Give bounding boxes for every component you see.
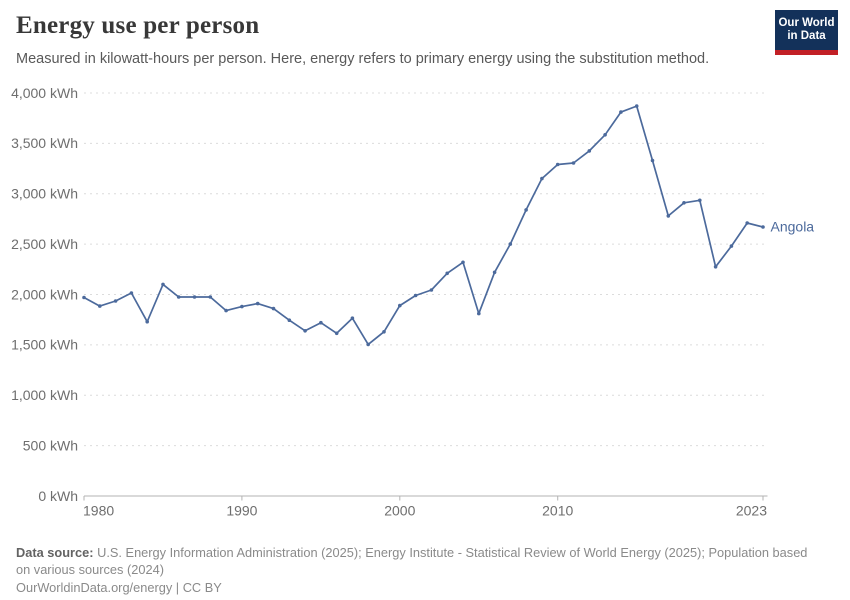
owid-url-link[interactable]: OurWorldinData.org/energy [16,579,173,595]
data-point-2021[interactable] [729,244,734,248]
x-tick-label-2010: 2010 [542,503,573,519]
data-point-2015[interactable] [634,104,639,108]
data-point-2022[interactable] [745,221,749,225]
data-point-1981[interactable] [98,304,102,308]
x-tick-label-2000: 2000 [384,503,415,519]
series-line-angola[interactable] [83,105,764,346]
data-point-1980[interactable] [82,295,86,300]
y-tick-label-0: 0 kWh [38,488,78,504]
data-point-1986[interactable] [176,295,181,299]
license-line: OurWorldinData.org/energy | CC BY [16,580,222,595]
y-tick-label-1000: 1,000 kWh [11,387,78,403]
data-point-2004[interactable] [461,260,465,265]
y-tick-label-4000: 4,000 kWh [11,85,78,101]
data-source-text: Data source: U.S. Energy Information Adm… [16,544,816,578]
data-point-1990[interactable] [240,304,244,309]
data-point-1992[interactable] [271,306,276,311]
y-tick-label-3000: 3,000 kWh [11,186,78,202]
y-tick-label-2500: 2,500 kWh [11,236,78,252]
data-point-1983[interactable] [129,291,134,295]
data-point-2006[interactable] [492,270,497,275]
data-point-2008[interactable] [524,208,528,212]
data-point-1999[interactable] [382,330,386,334]
data-source-label: Data source: [16,544,94,560]
x-tick-label-1980: 1980 [83,503,114,519]
data-point-2009[interactable] [540,176,544,181]
data-point-2010[interactable] [555,162,560,167]
data-point-1982[interactable] [113,299,118,303]
data-point-2018[interactable] [682,201,686,205]
data-point-2013[interactable] [603,133,607,137]
data-point-1997[interactable] [350,316,355,321]
data-point-1987[interactable] [192,295,197,299]
cc-by-link[interactable]: CC BY [182,579,222,595]
data-point-2020[interactable] [713,265,718,269]
data-point-2007[interactable] [508,242,513,246]
series-end-label-angola[interactable]: Angola [771,218,815,234]
logo-line1: Our World [778,16,835,29]
y-tick-label-500: 500 kWh [23,437,78,453]
owid-logo[interactable]: Our World in Data [775,10,838,50]
data-point-2005[interactable] [477,311,481,316]
logo-line2: in Data [787,30,826,42]
y-tick-label-2000: 2,000 kWh [11,286,78,302]
y-tick-label-1500: 1,500 kWh [11,337,78,353]
data-point-2023[interactable] [761,225,765,229]
data-point-2001[interactable] [413,293,418,298]
data-point-1995[interactable] [319,320,323,325]
data-point-2016[interactable] [650,158,655,163]
x-tick-label-2023: 2023 [736,503,767,519]
data-point-1984[interactable] [145,319,149,324]
data-point-2002[interactable] [429,288,434,292]
data-point-1985[interactable] [161,282,165,287]
x-tick-label-1990: 1990 [226,503,257,519]
data-point-2019[interactable] [698,198,702,203]
data-point-2017[interactable] [666,214,671,218]
data-point-1996[interactable] [334,331,339,336]
data-point-2012[interactable] [587,149,592,153]
data-point-2003[interactable] [445,271,450,276]
data-point-1998[interactable] [366,342,371,347]
data-point-1989[interactable] [224,308,228,313]
page-title: Energy use per person [16,12,260,39]
data-point-1994[interactable] [303,329,307,333]
data-point-1993[interactable] [287,318,292,323]
data-point-1991[interactable] [255,301,260,306]
y-tick-label-3500: 3,500 kWh [11,135,78,151]
license-separator: | [172,579,183,595]
data-point-2014[interactable] [619,110,623,114]
data-point-1988[interactable] [208,295,213,299]
data-source-detail: U.S. Energy Information Administration (… [16,544,808,577]
data-point-2000[interactable] [398,303,402,308]
data-point-2011[interactable] [571,161,576,165]
owid-logo-red-bar [775,50,838,55]
chart-subtitle: Measured in kilowatt-hours per person. H… [16,51,710,67]
